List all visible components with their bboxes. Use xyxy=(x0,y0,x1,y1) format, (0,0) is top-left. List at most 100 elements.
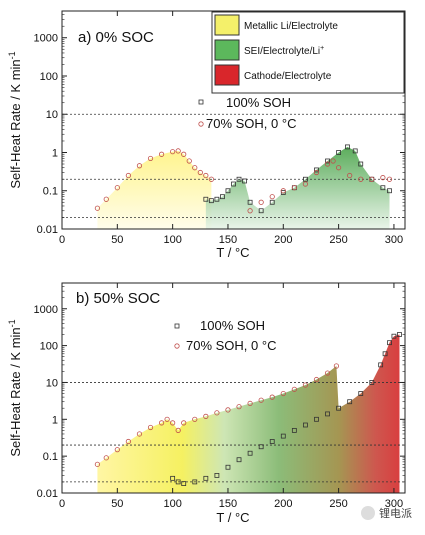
y-tick-label: 0.1 xyxy=(43,451,58,463)
y-tick-label: 1 xyxy=(52,414,58,426)
y-tick-label: 10 xyxy=(46,109,58,121)
x-tick-label: 150 xyxy=(219,498,237,510)
data-point-square xyxy=(303,422,308,428)
data-point-circle xyxy=(197,169,203,176)
data-point-circle xyxy=(136,163,143,169)
legend-label-sei: SEI/Electrolyte/Li+ xyxy=(244,45,324,57)
data-point-square xyxy=(214,196,220,202)
data-point-circle xyxy=(280,390,286,397)
watermark-icon xyxy=(361,506,375,520)
data-point-circle xyxy=(225,407,231,413)
data-point-square xyxy=(380,185,386,191)
x-tick-label: 0 xyxy=(59,498,65,510)
series-legend: 100% SOH 70% SOH, 0 °C xyxy=(198,95,296,131)
data-point-square xyxy=(203,196,209,202)
data-point-square xyxy=(336,405,342,411)
x-axis-label: T / °C xyxy=(216,245,249,260)
reference-lines xyxy=(62,382,405,483)
legend-label-cathode: Cathode/Electrolyte xyxy=(244,71,332,82)
data-point-circle xyxy=(258,397,264,403)
data-point-circle xyxy=(358,176,364,182)
gradient-region xyxy=(97,334,400,493)
data-point-square xyxy=(336,150,342,155)
y-tick-label: 0.01 xyxy=(37,488,58,500)
x-axis-label: T / °C xyxy=(216,510,249,525)
x-tick-label: 200 xyxy=(274,234,292,246)
data-point-circle xyxy=(175,148,181,154)
data-point-square xyxy=(175,479,181,485)
y-tick-label: 0.01 xyxy=(37,224,58,236)
data-point-square xyxy=(314,416,319,422)
data-point-square xyxy=(242,178,247,184)
x-tick-label: 100 xyxy=(163,234,181,246)
legend-marker-square xyxy=(198,99,204,105)
data-point-circle xyxy=(247,208,253,214)
data-point-circle xyxy=(192,165,198,171)
data-point-circle xyxy=(269,394,275,400)
legend-label-metallic: Metallic Li/Electrolyte xyxy=(244,21,338,32)
data-point-square xyxy=(225,464,231,470)
data-point-circle xyxy=(291,185,297,191)
data-point-square xyxy=(231,181,236,187)
data-point-circle xyxy=(324,161,331,167)
legend-swatch-sei xyxy=(214,39,240,61)
data-point-square xyxy=(397,332,402,337)
data-point-square xyxy=(387,188,392,194)
x-tick-label: 250 xyxy=(329,498,347,510)
data-point-circle xyxy=(186,158,192,164)
data-point-circle xyxy=(291,386,297,392)
data-point-circle xyxy=(147,155,154,162)
data-point-square xyxy=(352,148,358,154)
y-tick-label: 1000 xyxy=(34,304,58,316)
data-point-circle xyxy=(302,181,309,187)
panel-title: b) 50% SOC xyxy=(76,290,160,307)
data-point-square xyxy=(291,427,297,433)
legend-label-sei-sup: + xyxy=(320,45,324,52)
data-point-square xyxy=(220,194,225,200)
data-point-square xyxy=(314,167,319,173)
legend-marker-circle xyxy=(198,121,204,127)
legend-label-70-soh: 70% SOH, 0 °C xyxy=(206,116,296,131)
data-point-circle xyxy=(158,151,165,157)
data-point-square xyxy=(192,479,198,485)
data-point-square xyxy=(170,475,176,481)
y-tick-label: 100 xyxy=(40,71,58,83)
data-point-square xyxy=(269,199,275,205)
data-point-square xyxy=(358,161,364,167)
data-point-circle xyxy=(313,169,320,176)
watermark-text: 锂电派 xyxy=(379,506,412,520)
x-tick-label: 0 xyxy=(59,234,65,246)
data-point-square xyxy=(387,340,392,346)
y-tick-label: 1 xyxy=(52,147,58,159)
data-point-square xyxy=(181,481,187,486)
data-point-square xyxy=(280,190,286,195)
data-point-square xyxy=(236,457,242,463)
data-point-circle xyxy=(333,363,339,369)
data-point-square xyxy=(203,475,209,481)
data-point-square xyxy=(345,144,350,150)
x-tick-label: 150 xyxy=(219,234,237,246)
data-point-square xyxy=(269,439,275,444)
data-point-square xyxy=(391,333,397,339)
data-point-square xyxy=(208,198,214,204)
legend-label-sei-main: SEI/Electrolyte/Li xyxy=(244,46,320,57)
panel-b: 0 50 100 150 200 250 300 0.01 0.1 1 10 100 1000 b) 5… xyxy=(7,282,406,525)
data-point-square xyxy=(325,158,330,164)
data-point-square xyxy=(214,473,220,478)
data-point-circle xyxy=(347,172,353,179)
data-point-circle xyxy=(125,438,131,445)
data-point-circle xyxy=(170,420,176,426)
axis-ticks: 0 50 100 150 200 250 300 0.01 0.1 1 10 100 1000 xyxy=(34,283,405,510)
data-point-circle xyxy=(170,149,176,155)
data-point-square xyxy=(225,188,231,194)
data-point-circle xyxy=(94,461,101,467)
series-legend: 100% SOH 70% SOH, 0 °C xyxy=(174,318,276,353)
y-axis-label-main: Self-Heat Rate / K min xyxy=(8,59,23,188)
x-tick-label: 200 xyxy=(274,498,292,510)
data-point-circle xyxy=(302,382,309,388)
x-tick-label: 50 xyxy=(111,234,123,246)
y-axis-label: Self-Heat Rate / K min-1 xyxy=(7,319,23,456)
data-point-circle xyxy=(386,176,393,182)
